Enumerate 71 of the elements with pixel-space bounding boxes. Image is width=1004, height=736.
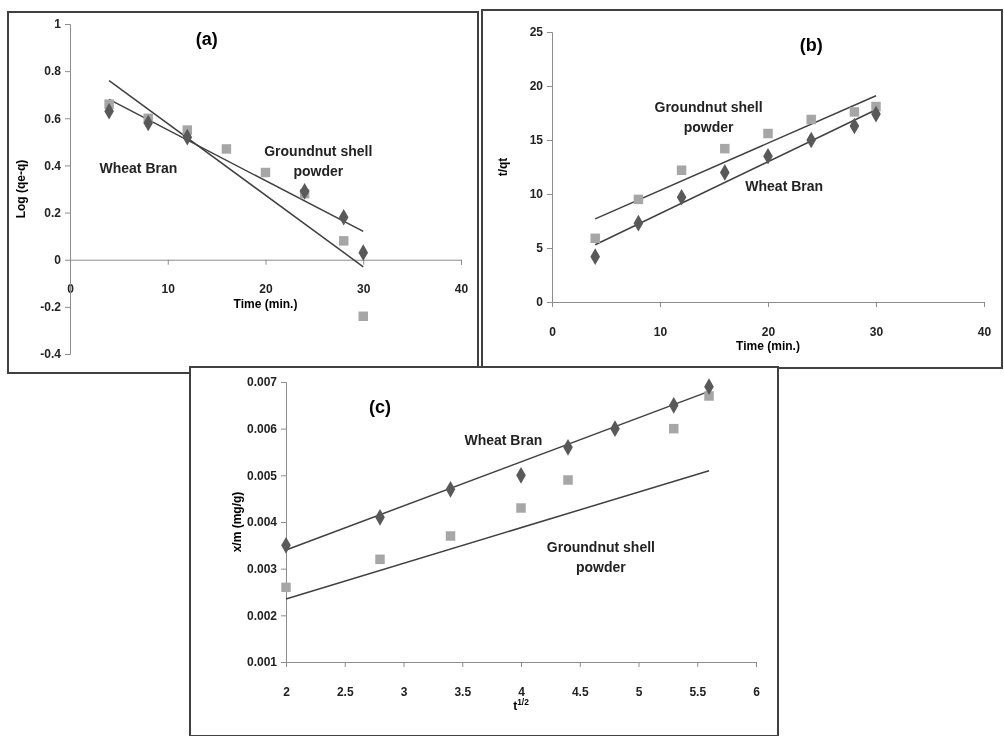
point [358,311,368,322]
point [720,143,730,154]
x-tick-label: 40 [977,324,992,339]
y-tick-label: 0.8 [44,64,62,79]
text: (c) [369,396,391,417]
y-tick-label: 0.001 [246,655,278,670]
y-tick-label: 5 [536,241,544,256]
y-axis-title: t/qt [496,157,510,177]
y-tick-label: -0.4 [40,347,62,362]
x-tick-label: 20 [761,324,776,339]
y-tick-label: 0.002 [246,608,278,623]
point [563,475,573,485]
y-tick-label: 0.6 [44,111,62,126]
x-tick-label: 4.5 [571,684,589,699]
y-tick-label: 0.005 [246,468,278,483]
y-tick-label: 0 [536,295,544,310]
point [633,194,644,205]
point [260,167,271,178]
series-label: Groundnut shell powder [264,142,373,179]
x-tick-label: 5 [635,684,643,699]
x-tick-label: 40 [454,282,469,297]
series-label: Wheat Bran [99,159,178,176]
x-tick-label: 5.5 [689,684,707,699]
y-tick-label: 0.4 [44,158,62,173]
y-tick-label: 10 [529,187,544,202]
point [669,423,679,434]
x-axis-title: Time (min.) [233,296,298,311]
chart-title: (a) [195,28,218,49]
series-label: Wheat Bran [745,178,824,195]
x-tick-label: 30 [357,282,371,297]
y-tick-label: 0 [54,253,62,268]
point [221,144,232,154]
point [676,165,687,175]
x-axis-title: t$^{1/2}$ [513,697,530,713]
point [590,233,600,244]
y-tick-label: 0.004 [246,515,278,530]
chart-title: (b) [799,35,823,56]
y-tick-label: 0.007 [246,375,278,390]
y-tick-label: 1 [54,17,62,32]
y-axis-title: Log (qe-q) [14,159,28,219]
point [338,236,349,246]
point [516,503,526,513]
point [763,128,773,139]
text: Groundnut shell powder [546,539,655,575]
x-tick-label: 3.5 [454,684,472,699]
point [704,391,714,401]
x-tick-label: 30 [869,324,884,339]
series-label: Wheat Bran [464,432,543,449]
x-axis-title: Time (min.) [736,339,800,353]
y-tick-label: 0.003 [246,562,278,577]
x-tick-label: 3 [400,684,408,699]
x-tick-label: 0 [549,324,557,339]
y-tick-label: 0.006 [246,422,278,437]
y-tick-label: 20 [529,79,544,94]
y-tick-label: 0.2 [44,205,62,220]
point [375,554,385,565]
series-label: Groundnut shell powder [654,99,763,136]
x-tick-label: 4 [518,684,526,699]
x-tick-label: 2 [283,684,291,699]
x-tick-label: 10 [161,282,176,297]
x-tick-label: 6 [753,684,761,699]
y-tick-label: -0.2 [40,300,62,315]
x-tick-label: 10 [653,324,668,339]
x-tick-label: 2.5 [336,684,354,699]
point [281,582,291,593]
point [445,531,456,541]
y-tick-label: 25 [529,25,544,40]
point [806,114,816,125]
y-tick-label: 15 [529,133,544,148]
point [849,107,860,117]
y-axis-title: x/m (mg/g) [230,491,244,553]
